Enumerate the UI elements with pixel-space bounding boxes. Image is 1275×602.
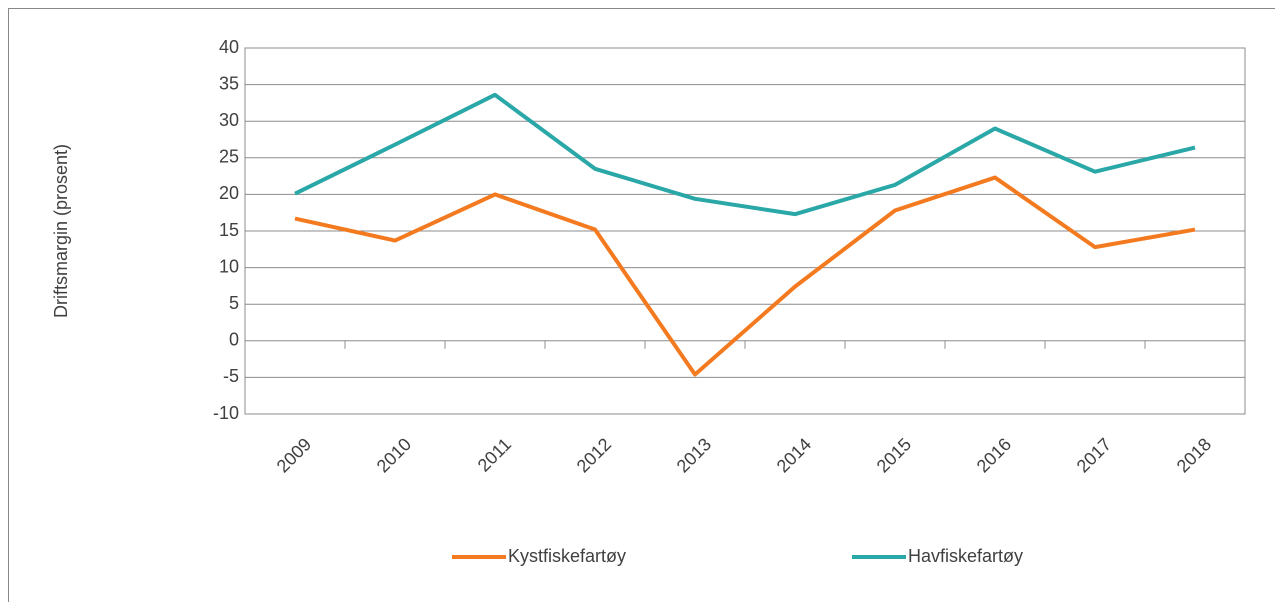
x-tick-label: 2012 — [573, 434, 615, 476]
y-tick-label: 0 — [229, 330, 239, 350]
y-axis-label: Driftsmargin (prosent) — [51, 144, 71, 318]
x-tick-label: 2011 — [474, 434, 516, 476]
y-tick-label: -5 — [223, 366, 239, 386]
legend-label: Kystfiskefartøy — [508, 546, 626, 566]
x-tick-label: 2010 — [373, 434, 415, 476]
y-tick-label: 15 — [219, 220, 239, 240]
line-series — [294, 175, 1196, 377]
x-tick-label: 2016 — [973, 434, 1015, 476]
x-tick-label: 2017 — [1073, 434, 1115, 476]
y-tick-label: 25 — [219, 147, 239, 167]
y-tick-label: 40 — [219, 37, 239, 57]
plot-border — [244, 47, 1246, 415]
x-tick-label: 2009 — [273, 434, 315, 476]
line-series — [294, 92, 1196, 217]
y-tick-label: -10 — [213, 403, 239, 423]
frame — [8, 8, 1275, 602]
x-tick-label: 2015 — [873, 434, 915, 476]
legend-label: Havfiskefartøy — [908, 546, 1023, 566]
x-tick-label: 2014 — [773, 434, 815, 476]
y-tick-label: 5 — [229, 293, 239, 313]
y-tick-label: 20 — [219, 183, 239, 203]
y-tick-label: 10 — [219, 256, 239, 276]
y-tick-label: 30 — [219, 110, 239, 130]
x-tick-label: 2018 — [1173, 434, 1215, 476]
y-tick-label: 35 — [219, 73, 239, 93]
x-tick-label: 2013 — [673, 434, 715, 476]
